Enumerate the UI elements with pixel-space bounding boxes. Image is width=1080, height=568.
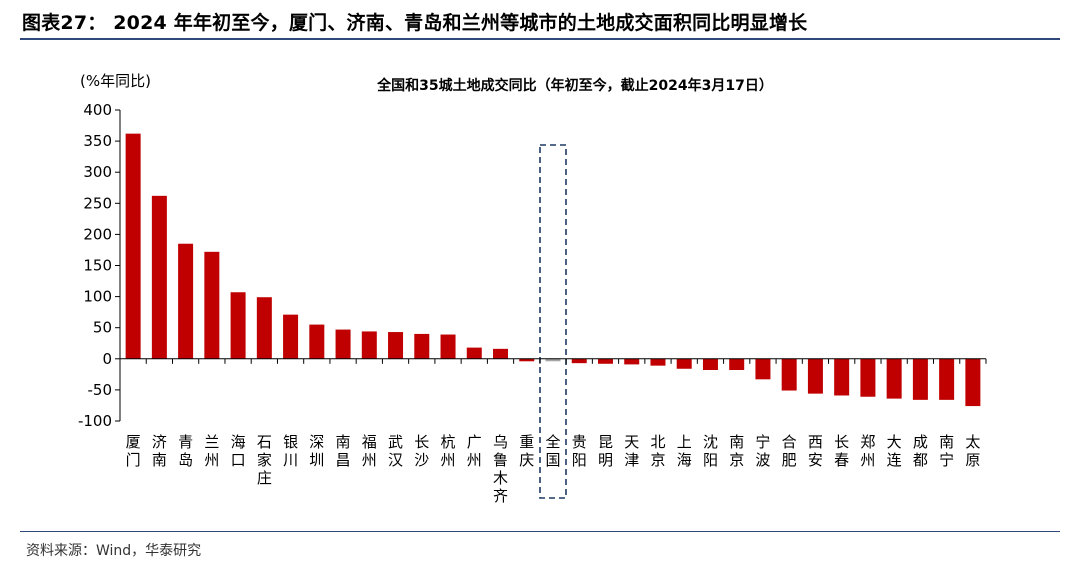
bar <box>466 347 482 359</box>
bar <box>493 348 509 359</box>
category-label: 北京 <box>650 433 665 469</box>
category-labels: 厦门济南青岛兰州海口石家庄银川深圳南昌福州武汉长沙杭州广州乌鲁木齐重庆全国贵阳昆… <box>126 433 981 505</box>
y-tick-label: -50 <box>88 381 113 399</box>
category-label: 大连 <box>887 433 902 469</box>
bar <box>650 358 666 366</box>
bar <box>834 358 850 396</box>
bar-chart: 全国和35城土地成交同比（年初至今，截止2024年3月17日） (%年同比) -… <box>78 72 987 505</box>
highlight-box <box>539 144 567 499</box>
bar <box>624 358 640 365</box>
category-label: 武汉 <box>388 433 403 469</box>
category-label: 厦门 <box>126 433 141 469</box>
category-label: 宁波 <box>755 433 770 469</box>
y-tick-label: 250 <box>83 194 112 212</box>
bar <box>230 292 246 359</box>
category-label: 太原 <box>965 433 980 469</box>
bar <box>309 324 325 359</box>
bar <box>702 358 718 370</box>
y-tick-label: 0 <box>102 350 112 368</box>
category-label: 杭州 <box>441 433 456 469</box>
figure-title: 图表27： 2024 年年初至今，厦门、济南、青岛和兰州等城市的土地成交面积同比… <box>22 12 808 34</box>
y-tick-label: 400 <box>83 101 112 119</box>
y-tick-label: 200 <box>83 225 112 243</box>
y-tick-label: -100 <box>78 412 112 430</box>
category-label: 南京 <box>729 433 744 469</box>
bar <box>283 314 299 359</box>
category-label: 福州 <box>362 433 377 469</box>
category-label: 上海 <box>677 433 692 469</box>
category-label: 乌鲁木齐 <box>493 433 508 505</box>
bar <box>939 358 955 400</box>
category-label: 昆明 <box>598 433 613 469</box>
category-label: 广州 <box>467 433 482 469</box>
bar <box>151 195 167 359</box>
bar <box>676 358 692 369</box>
y-tick-label: 350 <box>83 132 112 150</box>
top-rule <box>20 38 1060 40</box>
category-label: 青岛 <box>178 433 193 469</box>
source-note: 资料来源：Wind，华泰研究 <box>26 543 202 559</box>
chart-title: 全国和35城土地成交同比（年初至今，截止2024年3月17日） <box>376 77 773 94</box>
bottom-rule <box>20 531 1060 532</box>
category-label: 济南 <box>152 433 167 469</box>
category-label: 重庆 <box>519 433 534 469</box>
category-label: 沈阳 <box>703 433 718 469</box>
bar <box>178 243 194 359</box>
bar <box>414 333 430 359</box>
category-label: 南昌 <box>336 433 351 469</box>
bar <box>519 358 535 362</box>
y-tick-label: 50 <box>93 319 112 337</box>
category-label: 长春 <box>834 433 849 469</box>
category-label: 成都 <box>913 433 928 469</box>
category-label: 南宁 <box>939 433 954 469</box>
category-label: 兰州 <box>204 433 219 469</box>
category-label: 全国 <box>545 433 560 469</box>
category-label: 西安 <box>808 433 823 469</box>
category-label: 合肥 <box>782 433 797 469</box>
bar <box>361 331 377 359</box>
bar <box>886 358 902 399</box>
bar <box>597 358 613 364</box>
category-label: 深圳 <box>309 433 324 469</box>
bar <box>388 332 404 359</box>
y-tick-label: 100 <box>83 288 112 306</box>
bar <box>545 358 561 362</box>
category-label: 海口 <box>231 433 246 469</box>
bar <box>807 358 823 394</box>
bar <box>781 358 797 391</box>
category-label: 石家庄 <box>257 433 272 487</box>
category-label: 天津 <box>624 433 639 469</box>
bar <box>571 358 587 364</box>
y-axis-title: (%年同比) <box>80 72 151 90</box>
category-label: 贵阳 <box>572 433 587 469</box>
bar <box>755 358 771 380</box>
category-label: 长沙 <box>414 433 429 469</box>
bar <box>125 133 141 359</box>
y-tick-label: 150 <box>83 257 112 275</box>
bar <box>204 251 220 359</box>
y-tick-label: 300 <box>83 163 112 181</box>
x-axis <box>119 358 987 364</box>
bar <box>256 297 272 359</box>
bar <box>440 334 456 359</box>
bar <box>965 358 981 407</box>
category-label: 银川 <box>283 433 298 469</box>
bar <box>335 329 351 359</box>
bar <box>860 358 876 397</box>
bars <box>125 133 981 499</box>
bar <box>729 358 745 370</box>
y-axis: -100 -50 0 50 100 150 200 250 300 350 400 <box>78 101 121 430</box>
category-label: 郑州 <box>860 433 875 469</box>
bar <box>912 358 928 400</box>
